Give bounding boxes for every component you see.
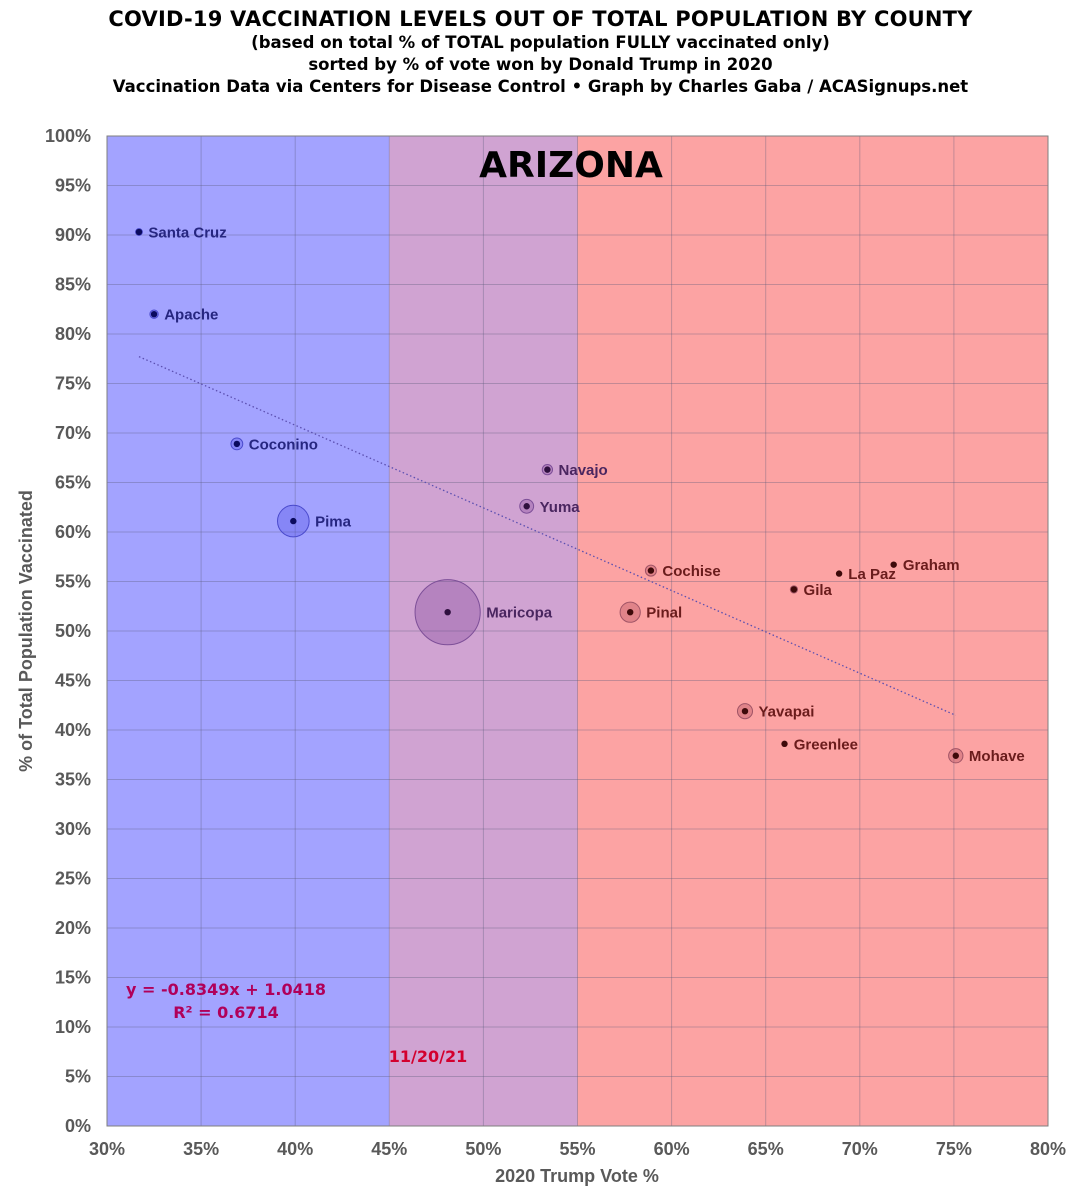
point-marker <box>626 608 634 616</box>
point-label: Santa Cruz <box>148 225 226 242</box>
point-marker <box>233 440 241 448</box>
data-point-mohave: Mohave <box>948 748 1025 765</box>
data-point-apache: Apache <box>149 307 218 324</box>
x-tick-label: 55% <box>559 1139 595 1159</box>
y-tick-label: 15% <box>55 968 91 988</box>
point-marker <box>835 570 843 577</box>
x-tick-label: 30% <box>89 1139 125 1159</box>
chart-subtitle-2: sorted by % of vote won by Donald Trump … <box>308 55 773 74</box>
background-bands <box>107 136 1048 1126</box>
point-marker <box>781 740 788 748</box>
data-point-coconino: Coconino <box>230 436 318 453</box>
data-points: Maricopa Pima Pinal Yavapai Mohave Yuma Coconi… <box>135 225 1025 765</box>
x-axis-label: 2020 Trump Vote % <box>495 1166 659 1186</box>
point-label: Navajo <box>559 462 608 479</box>
data-point-greenlee: Greenlee <box>781 736 858 753</box>
chart-title: COVID-19 VACCINATION LEVELS OUT OF TOTAL… <box>108 7 973 31</box>
data-point-maricopa: Maricopa <box>414 579 553 646</box>
x-tick-label: 65% <box>748 1139 784 1159</box>
y-tick-label: 35% <box>55 770 91 790</box>
y-tick-label: 50% <box>55 621 91 641</box>
y-tick-label: 90% <box>55 225 91 245</box>
y-tick-label: 75% <box>55 374 91 394</box>
point-marker <box>544 466 551 473</box>
point-marker <box>523 503 530 510</box>
point-label: Pima <box>315 514 352 531</box>
point-label: Apache <box>164 307 218 324</box>
y-tick-label: 20% <box>55 918 91 938</box>
background-band-2 <box>577 136 1048 1126</box>
point-label: Coconino <box>249 436 318 453</box>
y-tick-label: 55% <box>55 572 91 592</box>
point-label: Cochise <box>662 563 720 580</box>
point-label: Yavapai <box>759 704 815 721</box>
y-tick-label: 95% <box>55 176 91 196</box>
point-marker <box>444 608 451 616</box>
data-point-pinal: Pinal <box>619 601 682 623</box>
point-label: Graham <box>903 557 960 574</box>
state-title: ARIZONA <box>479 145 663 186</box>
background-band-0 <box>107 136 390 1126</box>
y-tick-label: 25% <box>55 869 91 889</box>
point-marker <box>647 567 655 574</box>
data-point-yuma: Yuma <box>519 499 581 516</box>
y-tick-label: 10% <box>55 1017 91 1037</box>
point-label: La Paz <box>848 566 896 583</box>
y-tick-label: 5% <box>65 1067 91 1087</box>
point-marker <box>150 311 158 318</box>
y-tick-label: 80% <box>55 324 91 344</box>
point-marker <box>741 707 749 715</box>
date-label: 11/20/21 <box>389 1047 467 1066</box>
y-tick-label: 100% <box>45 126 91 146</box>
point-label: Greenlee <box>794 736 858 753</box>
y-tick-labels: 0% 5% 10% 15% 20% 25% 30% 35% 40% 45% 50% 55% 60% 65%… <box>45 126 91 1136</box>
point-label: Maricopa <box>486 605 553 622</box>
data-point-gila: Gila <box>789 582 833 599</box>
y-tick-label: 0% <box>65 1116 91 1136</box>
x-tick-label: 35% <box>183 1139 219 1159</box>
point-marker <box>290 517 297 525</box>
x-tick-label: 75% <box>936 1139 972 1159</box>
data-point-santa-cruz: Santa Cruz <box>135 225 227 242</box>
gridlines <box>106 135 1049 1127</box>
point-marker <box>790 586 798 593</box>
y-tick-label: 40% <box>55 720 91 740</box>
point-label: Mohave <box>969 748 1025 765</box>
x-tick-label: 60% <box>654 1139 690 1159</box>
x-tick-label: 50% <box>465 1139 501 1159</box>
data-point-navajo: Navajo <box>541 462 608 479</box>
chart-subtitle-3: Vaccination Data via Centers for Disease… <box>112 77 969 96</box>
point-marker <box>890 561 897 568</box>
x-tick-label: 40% <box>277 1139 313 1159</box>
chart-header: COVID-19 VACCINATION LEVELS OUT OF TOTAL… <box>0 6 1081 98</box>
y-tick-label: 60% <box>55 522 91 542</box>
y-tick-label: 70% <box>55 423 91 443</box>
y-tick-label: 45% <box>55 671 91 691</box>
data-point-graham: Graham <box>890 557 960 574</box>
data-point-cochise: Cochise <box>644 563 721 580</box>
r-squared: R² = 0.6714 <box>173 1003 279 1022</box>
x-tick-labels: 30% 35% 40% 45% 50% 55% 60% 65% 70% 75% 80% <box>89 1139 1066 1159</box>
y-axis-label: % of Total Population Vaccinated <box>16 490 36 772</box>
plot-frame <box>106 135 1049 1127</box>
x-tick-label: 80% <box>1030 1139 1066 1159</box>
chart-subtitle-1: (based on total % of TOTAL population FU… <box>251 33 830 52</box>
y-tick-label: 85% <box>55 275 91 295</box>
point-marker <box>952 752 959 759</box>
data-point-pima: Pima <box>277 504 352 538</box>
point-label: Yuma <box>540 499 581 516</box>
point-marker <box>135 228 143 236</box>
point-label: Pinal <box>646 605 682 622</box>
x-tick-label: 70% <box>842 1139 878 1159</box>
point-label: Gila <box>804 582 833 599</box>
y-tick-label: 65% <box>55 473 91 493</box>
trendline <box>138 356 957 716</box>
y-tick-label: 30% <box>55 819 91 839</box>
x-tick-label: 45% <box>371 1139 407 1159</box>
data-point-la-paz: La Paz <box>835 566 896 583</box>
data-point-yavapai: Yavapai <box>736 703 815 721</box>
trend-equation: y = -0.8349x + 1.0418 <box>126 980 326 999</box>
